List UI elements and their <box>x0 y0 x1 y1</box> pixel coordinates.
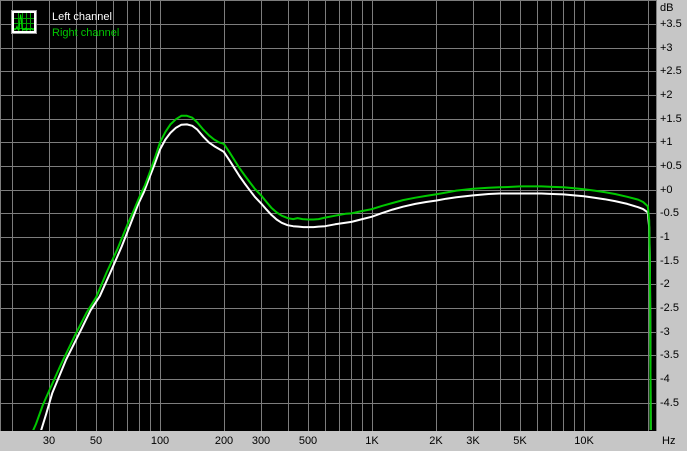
y-tick-label: -4.5 <box>660 397 679 409</box>
y-tick-label: -2 <box>660 278 670 290</box>
x-tick-label: 10K <box>574 435 594 447</box>
x-tick-label: 1K <box>365 435 379 447</box>
y-tick-label: +0 <box>660 184 673 196</box>
x-axis-unit-label: Hz <box>662 435 676 447</box>
x-tick-label: 500 <box>298 435 318 447</box>
right-channel-curve <box>32 114 652 430</box>
y-tick-label: -3 <box>660 326 670 338</box>
x-tick-label: 30 <box>42 435 56 447</box>
x-tick-label: 3K <box>466 435 480 447</box>
y-tick-label: +2 <box>660 89 673 101</box>
spectrum-analyzer-icon <box>11 10 37 34</box>
y-tick-label: +3 <box>660 42 673 54</box>
plot-background <box>0 0 656 431</box>
x-tick-label: 50 <box>89 435 103 447</box>
x-tick-label: 2K <box>429 435 443 447</box>
left-channel-curve <box>40 123 652 430</box>
legend-labels: Left channel Right channel <box>52 9 119 41</box>
y-tick-label: +1.5 <box>660 113 682 125</box>
legend: Left channel Right channel <box>11 9 119 41</box>
y-tick-label: -2.5 <box>660 302 679 314</box>
y-tick-label: -4 <box>660 373 670 385</box>
x-tick-label: 100 <box>150 435 170 447</box>
y-tick-label: -0.5 <box>660 207 679 219</box>
y-tick-label: -3.5 <box>660 349 679 361</box>
y-tick-label: +1 <box>660 136 673 148</box>
y-tick-label: +0.5 <box>660 160 682 172</box>
y-tick-label: -1 <box>660 231 670 243</box>
legend-left-channel: Left channel <box>52 11 112 23</box>
x-tick-label: 300 <box>251 435 271 447</box>
y-tick-label: +3.5 <box>660 18 682 30</box>
x-tick-label: 200 <box>214 435 234 447</box>
y-axis-unit-label: dB <box>660 2 674 14</box>
y-tick-label: +2.5 <box>660 65 682 77</box>
y-tick-label: -1.5 <box>660 255 679 267</box>
legend-right-channel: Right channel <box>52 27 120 39</box>
x-tick-label: 5K <box>513 435 527 447</box>
